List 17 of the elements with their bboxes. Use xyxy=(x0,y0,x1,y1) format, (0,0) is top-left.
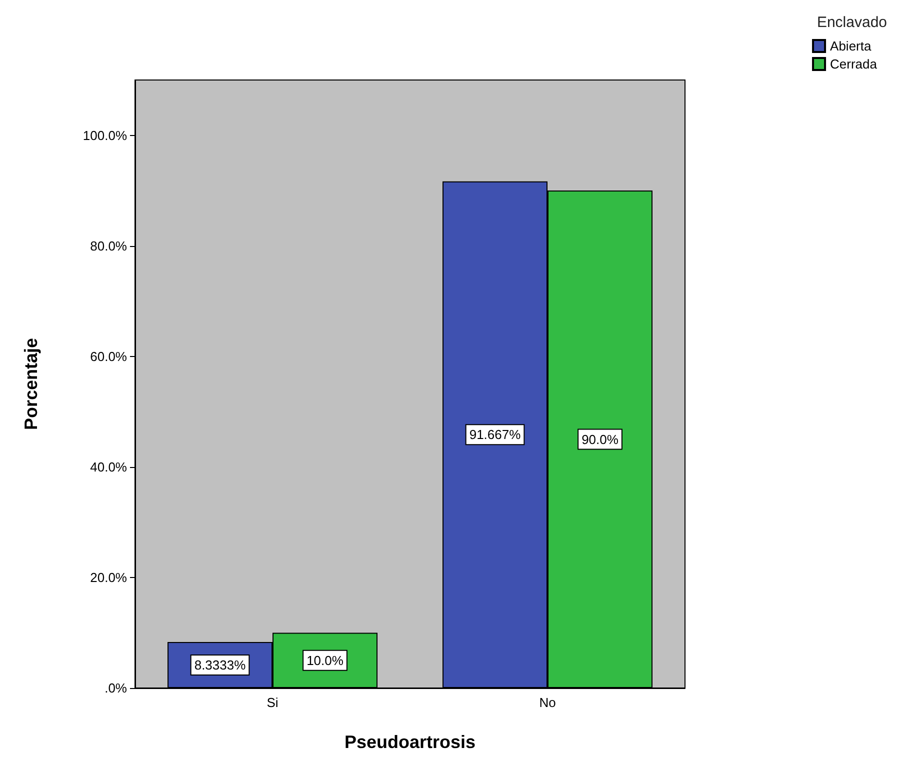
legend-label: Abierta xyxy=(830,38,872,54)
y-axis-title: Porcentaje xyxy=(21,338,41,430)
data-label: 10.0% xyxy=(306,652,344,668)
y-tick-label: 60.0% xyxy=(90,348,128,364)
data-label: 91.667% xyxy=(469,427,522,442)
x-tick-label: Si xyxy=(266,695,278,710)
y-tick-label: 40.0% xyxy=(90,459,128,474)
x-tick-label: No xyxy=(539,695,556,710)
y-tick-label: .0% xyxy=(104,680,128,696)
y-tick-label: 100.0% xyxy=(82,128,128,143)
data-label: 90.0% xyxy=(582,432,619,447)
y-tick-label: 80.0% xyxy=(90,238,128,254)
legend-label: Cerrada xyxy=(830,56,878,72)
data-label: 8.3333% xyxy=(194,657,246,672)
y-tick-label: 20.0% xyxy=(90,570,128,585)
legend-title: Enclavado xyxy=(816,14,888,31)
x-axis-title: Pseudoartrosis xyxy=(344,732,476,752)
